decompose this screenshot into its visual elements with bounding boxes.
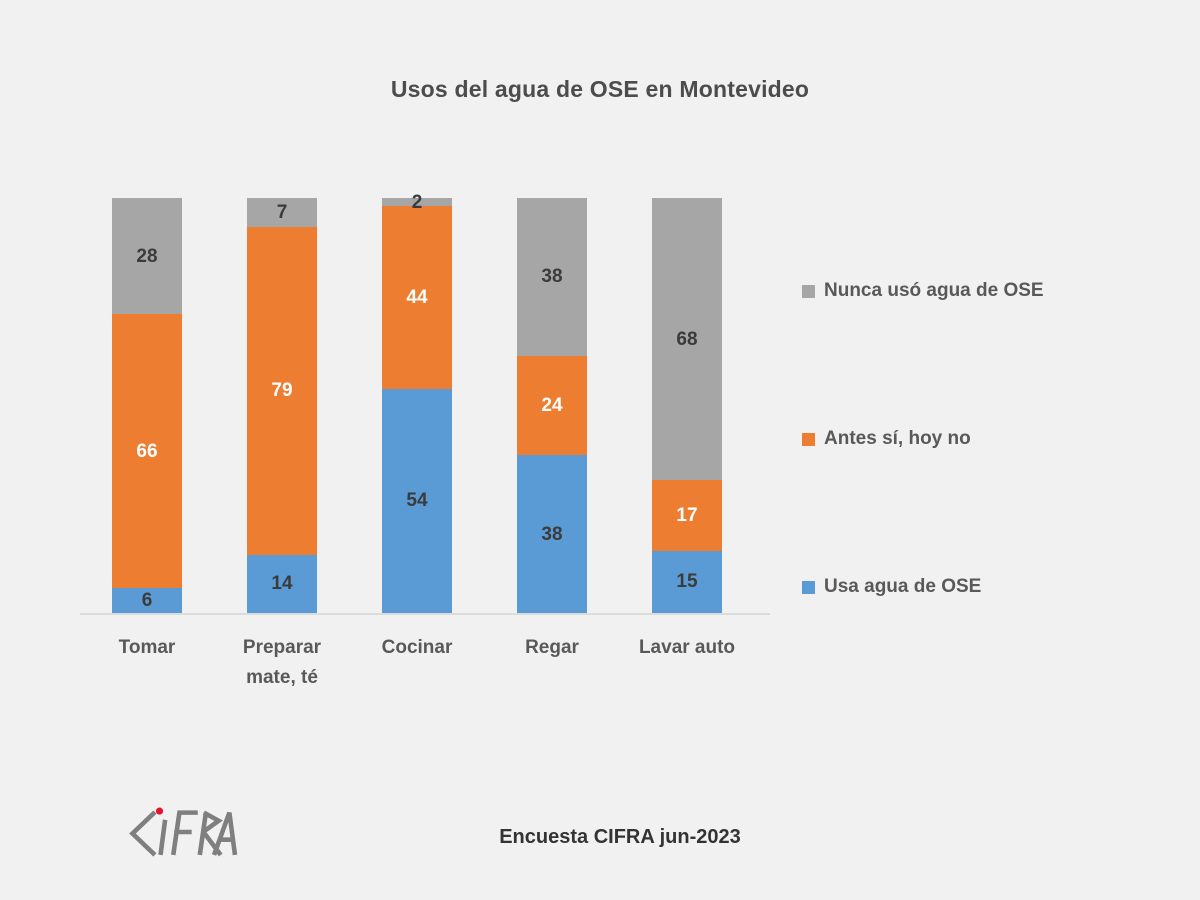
legend: Nunca usó agua de OSE Antes sí, hoy no Usa… bbox=[802, 277, 1044, 721]
bar-segment: 24 bbox=[517, 355, 587, 456]
value-label: 28 bbox=[136, 245, 158, 267]
legend-swatch-icon bbox=[802, 432, 815, 446]
logo-red-dot bbox=[155, 807, 164, 815]
x-axis-labels: Tomar Preparar mate, té Cocinar Regar Lavar … bbox=[80, 633, 770, 713]
legend-label: Nunca usó agua de OSE bbox=[824, 280, 1044, 301]
value-label: 79 bbox=[271, 380, 293, 402]
category-label: Regar bbox=[525, 637, 579, 658]
source-caption: Encuesta CIFRA jun-2023 bbox=[499, 826, 741, 848]
bar-segment: 66 bbox=[112, 314, 182, 589]
bar-segment: 28 bbox=[112, 198, 182, 315]
legend-swatch-icon bbox=[802, 284, 815, 298]
bar-segment: 54 bbox=[382, 388, 452, 613]
bar-segment: 7 bbox=[247, 198, 317, 228]
logo-letter-a bbox=[211, 811, 238, 856]
stacked-bar-1: 6 66 28 bbox=[112, 198, 182, 613]
legend-label: Antes sí, hoy no bbox=[824, 428, 971, 449]
value-label: 68 bbox=[676, 328, 698, 350]
legend-item: Antes sí, hoy no bbox=[802, 425, 1044, 453]
stacked-bar-2: 14 79 7 bbox=[247, 198, 317, 613]
bar-segment: 38 bbox=[517, 455, 587, 613]
bar-segment: 17 bbox=[652, 480, 722, 551]
plot-area: 6 66 28 14 79 7 54 44 2 38 24 38 15 17 68 bbox=[80, 193, 770, 613]
category-label: Tomar bbox=[118, 637, 176, 658]
category-label: Preparar mate, té bbox=[242, 637, 322, 688]
value-label: 15 bbox=[676, 571, 698, 593]
logo-letter-i bbox=[158, 819, 168, 856]
category-label: Lavar auto bbox=[638, 637, 736, 658]
logo-letter-r-leg bbox=[202, 831, 223, 857]
value-label: 54 bbox=[406, 490, 428, 512]
bar-segment: 15 bbox=[652, 550, 722, 613]
legend-label: Usa agua de OSE bbox=[824, 576, 982, 597]
bar-segment: 68 bbox=[652, 198, 722, 481]
bar-segment: 79 bbox=[247, 227, 317, 555]
logo-letter-c bbox=[129, 810, 157, 857]
bar-segment: 6 bbox=[112, 588, 182, 613]
stacked-bar-4: 38 24 38 bbox=[517, 198, 587, 613]
bar-segment: 38 bbox=[517, 198, 587, 356]
chart-title: Usos del agua de OSE en Montevideo bbox=[390, 76, 810, 102]
value-label: 17 bbox=[676, 504, 698, 526]
category-label: Cocinar bbox=[381, 637, 453, 658]
stacked-bar-5: 15 17 68 bbox=[652, 198, 722, 613]
value-label: 38 bbox=[541, 266, 563, 288]
value-label: 38 bbox=[541, 523, 563, 545]
value-label: 14 bbox=[271, 573, 293, 595]
legend-item: Nunca usó agua de OSE bbox=[802, 277, 1044, 305]
logo-letter-r-bowl bbox=[201, 810, 223, 835]
stacked-bar-3: 54 44 2 bbox=[382, 193, 452, 613]
value-label: 6 bbox=[141, 590, 153, 612]
bar-segment: 2 bbox=[382, 193, 452, 212]
bar-segment: 44 bbox=[382, 206, 452, 389]
cifra-logo bbox=[126, 806, 244, 862]
value-label: 24 bbox=[541, 395, 563, 417]
value-label: 66 bbox=[136, 440, 158, 462]
value-label: 7 bbox=[276, 202, 288, 224]
x-axis-line bbox=[80, 613, 770, 615]
value-label: 2 bbox=[411, 191, 423, 213]
legend-swatch-icon bbox=[802, 580, 815, 594]
value-label: 44 bbox=[406, 287, 428, 309]
bar-segment: 14 bbox=[247, 554, 317, 613]
legend-item: Usa agua de OSE bbox=[802, 573, 1044, 601]
